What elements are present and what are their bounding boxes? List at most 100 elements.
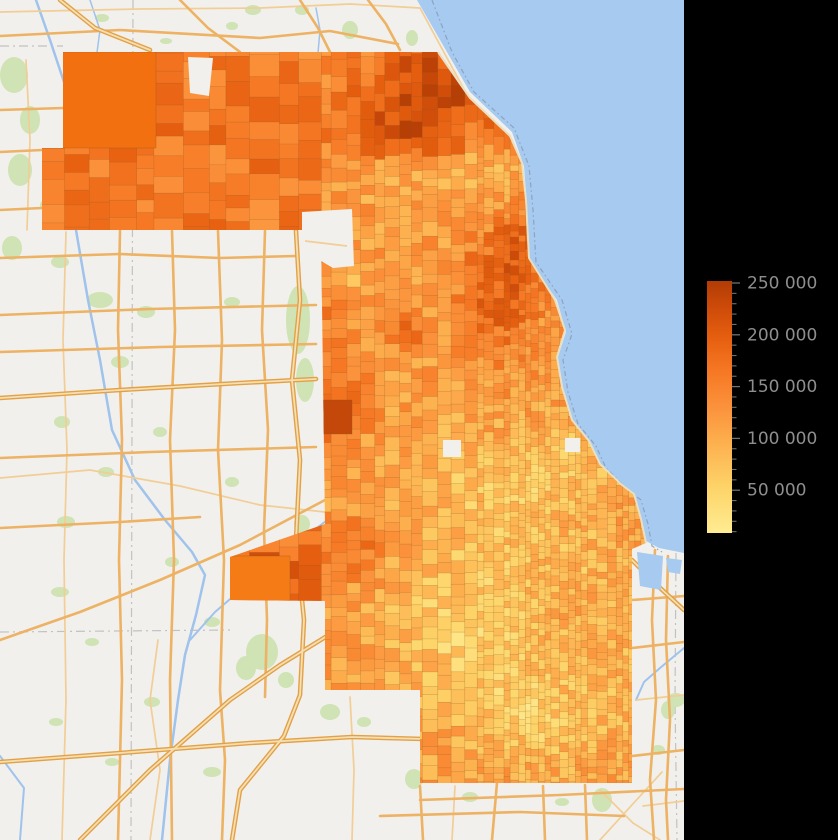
tract-cell [330, 58, 348, 78]
tract-cell [437, 754, 452, 769]
tract-cell [493, 467, 505, 475]
tract-cell [615, 625, 624, 636]
tract-cell [559, 742, 569, 753]
tract-cell [530, 598, 539, 609]
tract-cell [437, 97, 452, 109]
tract-cell [476, 486, 485, 494]
tract-cell [518, 513, 526, 522]
tract-cell [346, 68, 362, 87]
tract-cell [421, 178, 439, 187]
tract-cell [346, 300, 362, 311]
tract-cell [525, 481, 532, 493]
tract-cell [580, 640, 589, 649]
tract-cell [587, 592, 598, 604]
tract-cell [411, 427, 423, 442]
tract-cell [615, 525, 624, 537]
tract-cell [183, 192, 211, 215]
tract-cell [503, 657, 511, 665]
tract-cell [421, 260, 439, 275]
tract-cell [509, 327, 520, 336]
tract-cell [483, 717, 495, 729]
tract-cell [450, 283, 466, 296]
tract-cell [360, 590, 376, 604]
tract-cell [493, 272, 505, 282]
tract-cell [596, 553, 609, 564]
park-patch [54, 416, 70, 428]
tract-cell [384, 52, 401, 65]
tract-cell [374, 268, 386, 283]
tract-cell [503, 520, 511, 532]
tract-cell [493, 526, 505, 538]
tract-cell [596, 685, 609, 693]
tract-cell [437, 248, 452, 262]
road-highway-core [79, 627, 341, 840]
tract-cell [493, 695, 505, 706]
tract-cell [374, 568, 386, 580]
tract-cell [411, 343, 423, 359]
tract-cell [360, 155, 376, 167]
tract-cell [330, 309, 348, 320]
park-patch [357, 717, 371, 727]
tract-cell [411, 650, 423, 663]
tract-cell [509, 250, 520, 261]
tract-cell [596, 675, 609, 687]
tract-cell [476, 579, 485, 589]
tract-cell [615, 541, 624, 549]
tract-cell [483, 567, 495, 579]
tract-cell [374, 621, 386, 636]
tract-cell [607, 578, 617, 588]
tract-cell [399, 312, 413, 322]
tract-cell [575, 662, 582, 672]
tract-cell [530, 328, 539, 336]
tract-cell [399, 105, 413, 122]
tract-cell [559, 759, 569, 769]
tract-cell [622, 731, 630, 741]
tract-cell [550, 545, 561, 554]
tract-cell [509, 511, 520, 518]
park-patch [144, 697, 160, 707]
tract-cell [450, 472, 466, 485]
tract-cell [483, 767, 495, 775]
tract-cell [360, 86, 376, 103]
tract-cell [567, 648, 576, 658]
tract-cell [530, 502, 539, 513]
tract-cell [476, 493, 485, 503]
tract-cell [530, 386, 539, 394]
tract-cell [559, 527, 569, 538]
tract-cell [483, 187, 495, 199]
road-arterial [260, 229, 270, 699]
tract-cell [580, 741, 589, 752]
tract-cell [483, 509, 495, 520]
tract-cell [374, 497, 386, 508]
tract-cell [587, 602, 598, 612]
tract-cell [360, 658, 376, 672]
tract-cell [530, 615, 539, 624]
tract-cell [399, 411, 413, 427]
tract-cell [109, 184, 138, 201]
tract-cell [567, 623, 576, 631]
tract-cell [346, 329, 362, 345]
tract-cell [587, 732, 598, 742]
tract-cell [493, 673, 505, 682]
tract-cell [464, 770, 478, 780]
tract-cell [575, 521, 582, 529]
tract-cell [538, 290, 546, 303]
tract-cell [575, 606, 582, 617]
tract-cell [622, 669, 630, 681]
tract-cell [518, 251, 526, 262]
tract-cell [509, 317, 520, 329]
road-arterial [298, 0, 332, 54]
tract-cell [374, 421, 386, 435]
tract-cell [384, 671, 401, 686]
tract-cell [330, 465, 348, 478]
tract-cell [279, 143, 300, 160]
tract-cell [538, 552, 546, 560]
tract-cell [587, 584, 598, 594]
tract-cell [538, 742, 546, 750]
tract-cell [544, 608, 552, 616]
tract-cell [399, 629, 413, 644]
tract-cell [544, 367, 552, 375]
tract-cell [550, 459, 561, 467]
tract-cell [493, 266, 505, 274]
